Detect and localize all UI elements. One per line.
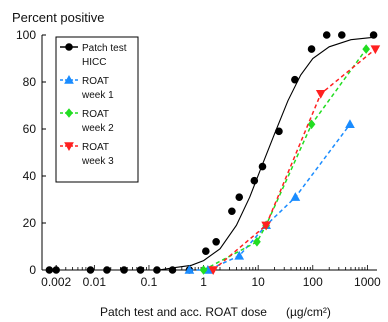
data-point (212, 238, 220, 246)
y-tick-label: 40 (23, 169, 37, 183)
data-point (322, 31, 331, 39)
legend-items: Patch test HICC ROAT week 1 ROAT week 2 ROAT we… (60, 43, 127, 167)
legend-item: Patch test HICC (60, 43, 127, 68)
x-axis-unit: (µg/cm²) (286, 305, 331, 319)
legend-swatch-marker (64, 74, 74, 84)
x-tick-label: 10 (251, 275, 265, 289)
legend-label: ROAT (82, 76, 109, 87)
legend-label: week 2 (81, 123, 114, 134)
y-tick-label: 0 (29, 263, 36, 277)
data-point (307, 119, 316, 130)
data-point (86, 266, 95, 274)
legend-swatch-marker (65, 43, 73, 51)
series-line (212, 48, 376, 271)
data-point (45, 266, 54, 274)
x-tick-label: 0.1 (141, 275, 158, 289)
y-axis-ticks: 0 20 40 60 80 100 (16, 28, 46, 277)
legend-item: ROAT week 3 (60, 142, 114, 167)
legend: Patch test HICC ROAT week 1 ROAT week 2 ROAT we… (55, 36, 139, 183)
data-point (337, 31, 346, 39)
legend-swatch-marker (65, 108, 73, 118)
series-0 (45, 31, 378, 274)
legend-swatch-marker (64, 142, 74, 152)
data-point (208, 266, 219, 276)
series-3 (208, 45, 381, 276)
data-point (168, 266, 177, 274)
y-tick-label: 60 (23, 122, 37, 136)
legend-item: ROAT week 1 (60, 74, 114, 101)
data-point (291, 75, 299, 84)
x-tick-label: 1000 (354, 275, 381, 289)
x-tick-label: 1 (200, 275, 207, 289)
y-tick-label: 20 (23, 216, 37, 230)
data-point (250, 176, 259, 185)
data-point (120, 266, 128, 274)
data-point (136, 266, 145, 274)
data-point (315, 90, 326, 99)
legend-item: ROAT week 2 (60, 108, 114, 134)
legend-label: ROAT (82, 142, 109, 153)
data-point (362, 44, 371, 54)
legend-label: Patch test (82, 43, 127, 54)
data-point (199, 265, 208, 275)
legend-label: week 1 (81, 90, 114, 101)
data-point (103, 266, 111, 274)
y-tick-label: 100 (16, 28, 36, 42)
x-axis-title: Patch test and acc. ROAT dose (100, 305, 267, 319)
data-point (345, 119, 355, 128)
data-point (184, 264, 195, 274)
data-point (202, 247, 210, 255)
data-point (307, 45, 316, 53)
fit-curve (158, 36, 374, 271)
legend-label: ROAT (82, 109, 109, 120)
data-point (52, 266, 60, 274)
data-point (370, 45, 381, 55)
legend-label: week 3 (81, 156, 114, 167)
data-point (234, 250, 245, 260)
x-tick-label: 100 (303, 275, 323, 289)
data-point (290, 192, 301, 201)
series-1 (184, 119, 355, 274)
legend-label: HICC (82, 57, 106, 68)
data-point (258, 162, 267, 171)
data-point (153, 266, 161, 274)
data-point (253, 236, 261, 247)
data-point (228, 207, 236, 216)
x-tick-label: 0.002 (41, 275, 71, 289)
y-tick-label: 80 (23, 75, 37, 89)
y-axis-title: Percent positive (12, 10, 105, 25)
data-point (261, 221, 271, 231)
data-point (235, 193, 244, 201)
data-point (275, 127, 283, 136)
x-tick-label: 0.01 (83, 275, 107, 289)
series-layer (45, 31, 381, 276)
data-point (369, 31, 378, 39)
